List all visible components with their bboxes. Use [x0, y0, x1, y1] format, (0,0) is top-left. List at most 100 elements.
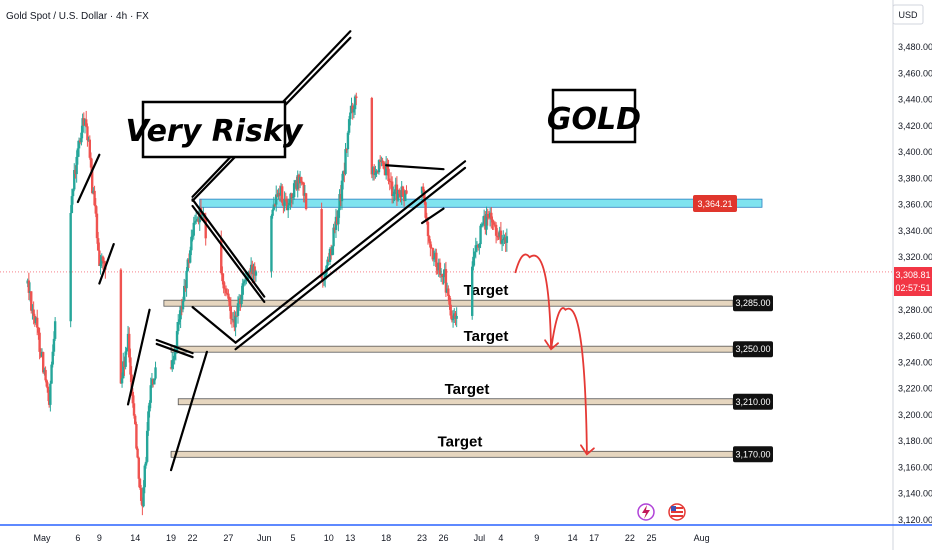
- candle-body: [144, 461, 148, 466]
- candle-body: [51, 351, 54, 365]
- currency-label: USD: [898, 10, 918, 20]
- candle-body: [172, 359, 175, 361]
- candle-body: [422, 186, 425, 191]
- candle-body: [93, 190, 96, 206]
- candle-body: [99, 263, 102, 266]
- y-tick-label: 3,160.00: [898, 462, 932, 472]
- candle-body: [275, 194, 278, 205]
- candle-body: [253, 266, 256, 276]
- currency-button[interactable]: USD: [892, 4, 924, 25]
- candle-body: [38, 332, 41, 352]
- candle-body: [254, 271, 258, 276]
- y-tick-label: 3,360.00: [898, 200, 932, 210]
- candle-body: [353, 96, 357, 110]
- candle-body: [288, 202, 291, 206]
- candle-body: [220, 238, 223, 274]
- candle-body: [474, 245, 477, 252]
- candle-body: [245, 279, 248, 281]
- candle-body: [347, 119, 351, 133]
- y-tick-label: 3,440.00: [898, 95, 932, 105]
- candle-body: [88, 139, 91, 158]
- candle-body: [96, 238, 100, 251]
- x-tick-label: 22: [625, 533, 635, 543]
- x-tick-label: Aug: [694, 533, 710, 543]
- candle-body: [142, 487, 145, 507]
- candle-body: [101, 256, 105, 262]
- candle-body: [338, 194, 341, 211]
- candle-body: [382, 162, 385, 169]
- candle-body: [191, 235, 194, 237]
- candle-body: [351, 105, 354, 113]
- candle-body: [46, 386, 50, 393]
- x-tick-label: Jul: [474, 533, 486, 543]
- x-tick-label: 13: [345, 533, 355, 543]
- candle-body: [221, 273, 224, 282]
- candle-body: [90, 167, 94, 194]
- candle-body: [381, 160, 384, 163]
- candle-body: [490, 212, 493, 220]
- candle-body: [228, 298, 231, 307]
- target-label: Target: [445, 381, 490, 398]
- wedge-upper-line-2: [191, 204, 266, 303]
- candle-body: [289, 193, 292, 203]
- x-tick-label: 18: [381, 533, 391, 543]
- candle-body: [300, 177, 303, 183]
- lightning-icon[interactable]: [637, 503, 655, 521]
- candle-body: [69, 213, 72, 322]
- candle-body: [441, 273, 444, 278]
- very-risky-callout: Very Risky: [126, 100, 304, 159]
- candle-body: [438, 262, 442, 275]
- candle-body: [374, 172, 377, 176]
- candle-body: [129, 357, 132, 375]
- x-tick-label: 9: [97, 533, 102, 543]
- candle-body: [70, 196, 74, 214]
- candle-body: [37, 327, 40, 333]
- candle-body: [341, 171, 345, 181]
- candle-body: [442, 276, 445, 278]
- wedge-upper-line: [191, 198, 266, 298]
- candle-body: [496, 235, 499, 237]
- target-price-tag: [733, 393, 773, 410]
- candle-body: [102, 261, 106, 264]
- x-tick-label: 25: [646, 533, 656, 543]
- y-tick-label: 3,200.00: [898, 410, 932, 420]
- candle-body: [36, 317, 39, 328]
- candle-body: [177, 322, 180, 332]
- candle-body: [119, 269, 123, 384]
- y-tick-label: 3,460.00: [898, 68, 932, 78]
- candle-body: [273, 204, 277, 206]
- x-tick-label: May: [33, 533, 51, 543]
- candle-body: [190, 236, 193, 251]
- candle-body: [235, 315, 238, 317]
- projection-path: [514, 253, 588, 455]
- candle-body: [181, 301, 185, 310]
- candle-body: [224, 288, 228, 293]
- candle-body: [227, 293, 230, 299]
- candle-body: [75, 156, 78, 175]
- countdown-label: 02:57:51: [895, 283, 930, 293]
- candle-body: [53, 321, 57, 339]
- target-zone: [170, 450, 734, 458]
- candle-body: [132, 403, 136, 416]
- candle-body: [81, 118, 84, 133]
- candle-body: [229, 306, 233, 319]
- candle-body: [44, 369, 47, 381]
- candle-body: [373, 167, 376, 176]
- candle-body: [370, 98, 374, 175]
- candle-body: [431, 247, 434, 260]
- candle-body: [86, 126, 89, 141]
- us-flag-icon[interactable]: [668, 503, 686, 521]
- candle-body: [226, 292, 229, 294]
- target-price-tag: [733, 341, 773, 358]
- x-tick-label: 22: [188, 533, 198, 543]
- candle-body: [188, 250, 192, 263]
- candle-body: [242, 281, 246, 284]
- x-tick-label: 17: [589, 533, 599, 543]
- candle-body: [149, 385, 152, 403]
- candle-body: [185, 270, 188, 289]
- candle-body: [77, 140, 81, 149]
- candle-body: [292, 183, 296, 198]
- x-tick-label: Jun: [257, 533, 272, 543]
